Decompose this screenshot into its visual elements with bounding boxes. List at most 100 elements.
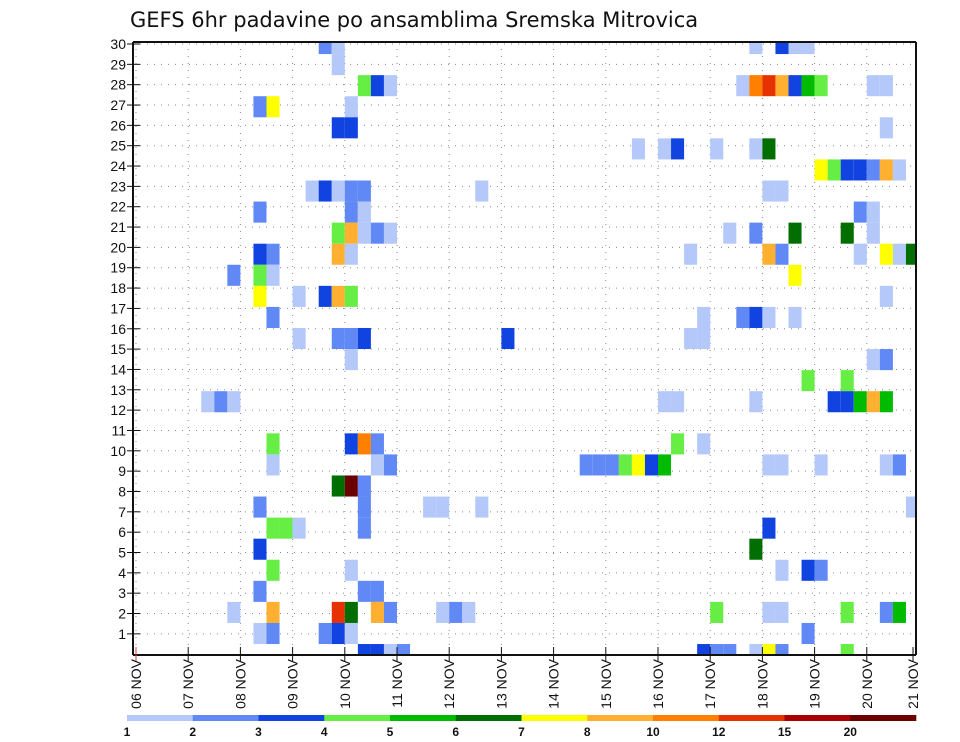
precip-cell — [318, 180, 332, 202]
precip-cell — [279, 517, 293, 539]
precip-cell — [618, 454, 632, 476]
precip-cell — [344, 622, 358, 645]
precip-cell — [266, 559, 280, 581]
x-tick-label: 12 NOV — [441, 658, 457, 708]
precip-cell — [892, 454, 906, 476]
precip-cell — [697, 433, 711, 455]
precip-cell — [266, 622, 280, 645]
y-tick-label: 4 — [118, 565, 126, 581]
precip-cell — [449, 601, 463, 623]
colorbar-swatch — [127, 715, 194, 721]
y-tick-label: 24 — [110, 158, 126, 174]
colorbar-swatch — [521, 715, 588, 721]
precip-cell — [370, 75, 384, 97]
precip-cell — [879, 601, 893, 623]
precip-cell — [201, 391, 215, 413]
precip-cell — [266, 433, 280, 455]
colorbar-label: 10 — [646, 725, 660, 739]
precip-cell — [501, 327, 515, 350]
x-tick-label: 06 NOV — [128, 658, 144, 708]
y-tick-label: 21 — [110, 219, 126, 235]
y-tick-label: 18 — [110, 280, 126, 296]
precip-cell — [801, 75, 815, 97]
precip-cell — [866, 349, 880, 371]
precip-cell — [383, 222, 397, 244]
precip-cell — [827, 159, 841, 181]
precip-cell — [331, 222, 345, 244]
colorbar-swatch — [390, 715, 457, 721]
precip-cell — [775, 75, 789, 97]
precip-cell — [866, 75, 880, 97]
x-tick-label: 16 NOV — [650, 658, 666, 708]
precip-cell — [266, 601, 280, 623]
precip-cell — [658, 454, 672, 476]
precip-cell — [331, 601, 345, 623]
precip-cell — [788, 43, 802, 55]
precip-cell — [801, 622, 815, 645]
colorbar-label: 6 — [452, 725, 459, 739]
colorbar-label: 15 — [778, 725, 792, 739]
y-tick-label: 7 — [118, 504, 126, 520]
colorbar-label: 7 — [518, 725, 525, 739]
precip-cell — [762, 243, 776, 265]
y-tick-label: 19 — [110, 260, 126, 276]
precip-cell — [344, 559, 358, 581]
precip-cell — [357, 201, 371, 223]
precip-cell — [357, 75, 371, 97]
precip-cell — [814, 159, 828, 181]
precip-cell — [357, 222, 371, 244]
precip-cell — [723, 222, 737, 244]
x-tick-label: 10 NOV — [337, 658, 353, 708]
precip-cell — [879, 159, 893, 181]
precip-cell — [605, 454, 619, 476]
y-tick-label: 26 — [110, 117, 126, 133]
precip-cell — [879, 454, 893, 476]
y-tick-label: 5 — [118, 545, 126, 561]
precip-cell — [840, 159, 854, 181]
precip-cell — [357, 644, 371, 654]
precip-cell — [318, 622, 332, 645]
precip-cell — [383, 644, 397, 654]
y-tick-label: 10 — [110, 443, 126, 459]
precip-cell — [710, 601, 724, 623]
precip-cell — [592, 454, 606, 476]
precip-cell — [762, 644, 776, 654]
precip-cell — [866, 159, 880, 181]
precip-cell — [840, 601, 854, 623]
precip-cell — [853, 391, 867, 413]
precip-cell — [671, 391, 685, 413]
precip-cell — [697, 306, 711, 328]
precip-cell — [814, 75, 828, 97]
precip-cell — [866, 391, 880, 413]
y-tick-label: 8 — [118, 483, 126, 499]
y-tick-label: 13 — [110, 382, 126, 398]
precip-cell — [631, 454, 645, 476]
precip-cell — [344, 433, 358, 455]
precip-cell — [475, 496, 489, 518]
precip-cell — [318, 285, 332, 307]
precip-cell — [253, 243, 267, 265]
precip-cell — [749, 644, 763, 654]
axes — [132, 41, 917, 656]
precip-cell — [253, 496, 267, 518]
precip-cell — [684, 243, 698, 265]
precip-cell — [775, 180, 789, 202]
precip-cell — [775, 559, 789, 581]
cells-layer — [201, 43, 916, 654]
precip-cell — [762, 601, 776, 623]
precip-cell — [331, 475, 345, 497]
precip-cell — [879, 391, 893, 413]
precip-cell — [879, 349, 893, 371]
precip-cell — [357, 496, 371, 518]
y-tick-label: 30 — [110, 36, 126, 52]
y-tick-label: 14 — [110, 361, 126, 377]
y-tick-label: 1 — [118, 626, 126, 642]
precip-cell — [905, 243, 916, 265]
precip-cell — [749, 222, 763, 244]
colorbar-swatch — [455, 715, 522, 721]
x-tick-label: 18 NOV — [754, 658, 770, 708]
precip-cell — [253, 580, 267, 602]
x-tick-label: 19 NOV — [807, 658, 823, 708]
precip-cell — [344, 180, 358, 202]
precip-cell — [462, 601, 476, 623]
